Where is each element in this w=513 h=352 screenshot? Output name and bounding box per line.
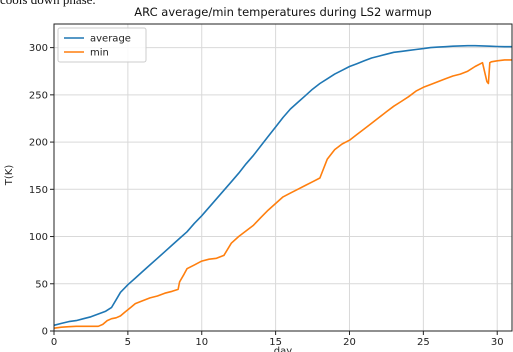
x-tick-label: 20 [343,337,356,348]
grid [54,24,512,331]
y-tick-label: 50 [35,279,48,290]
x-tick-label: 0 [51,337,57,348]
y-tick-label: 0 [42,327,48,338]
x-tick-label: 25 [417,337,430,348]
y-tick-label: 250 [29,90,48,101]
legend-label-min: min [90,48,109,59]
y-tick-label: 200 [29,138,48,149]
y-tick-label: 150 [29,185,48,196]
x-tick-label: 30 [491,337,504,348]
chart-title: ARC average/min temperatures during LS2 … [134,5,431,19]
y-axis: 0 50 100 150 200 250 300 [29,43,54,337]
series-line-min [54,60,512,328]
x-tick-label: 10 [195,337,208,348]
y-tick-label: 100 [29,232,48,243]
x-axis-label: day [274,346,292,352]
series-layer [54,46,512,329]
x-tick-label: 5 [125,337,131,348]
legend-label-average: average [90,34,131,45]
plot-frame [54,24,512,331]
y-tick-label: 300 [29,43,48,54]
legend: average min [58,28,146,62]
y-axis-label: T(K) [4,165,15,187]
